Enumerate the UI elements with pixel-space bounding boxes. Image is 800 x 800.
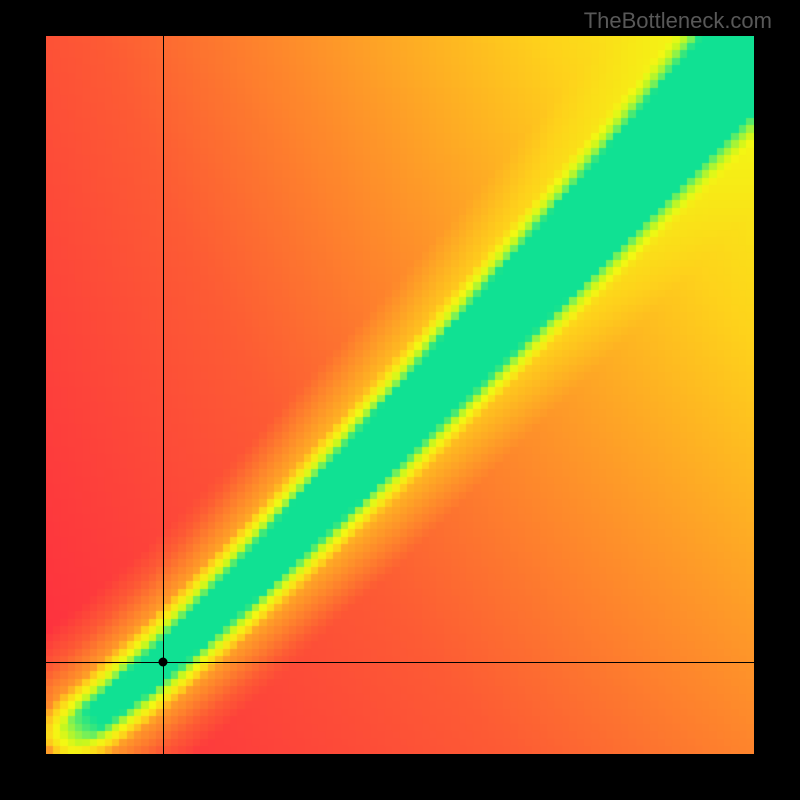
heatmap-plot-area — [46, 36, 754, 754]
heatmap-canvas — [46, 36, 754, 754]
crosshair-horizontal — [46, 662, 754, 663]
selected-point-marker — [158, 658, 167, 667]
watermark-text: TheBottleneck.com — [584, 8, 772, 34]
crosshair-vertical — [163, 36, 164, 754]
